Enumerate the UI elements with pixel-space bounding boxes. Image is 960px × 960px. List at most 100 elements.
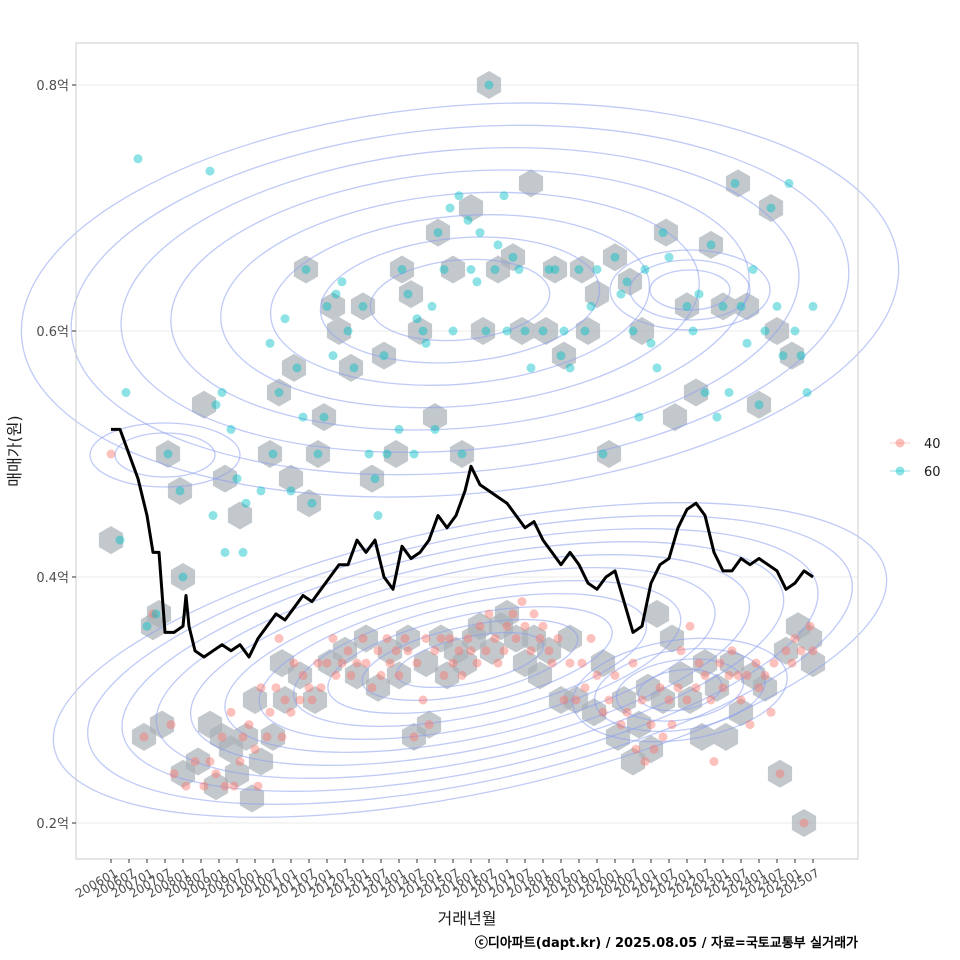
scatter-point	[565, 658, 575, 668]
scatter-point	[769, 658, 779, 668]
scatter-point	[481, 326, 491, 336]
density-contour	[155, 541, 785, 779]
scatter-point	[550, 265, 560, 274]
scatter-point	[286, 486, 296, 496]
density-contour	[258, 580, 682, 740]
hexbin	[257, 440, 283, 468]
hexbin	[467, 612, 493, 641]
scatter-point	[805, 621, 815, 631]
scatter-point	[751, 658, 761, 668]
scatter-point	[445, 634, 455, 643]
density-contour	[609, 249, 771, 331]
scatter-point	[280, 314, 290, 324]
scatter-point	[775, 769, 785, 779]
scatter-point	[427, 301, 437, 311]
scatter-point	[376, 670, 386, 680]
scatter-point	[232, 474, 242, 484]
hexbin	[350, 292, 376, 321]
hexbin	[617, 267, 643, 296]
scatter-point	[787, 658, 797, 668]
legend-key-60	[895, 466, 905, 476]
density-contour	[637, 668, 723, 712]
hexbin	[281, 353, 307, 382]
scatter-point	[490, 265, 500, 274]
scatter-point	[373, 511, 383, 520]
scatter-point	[502, 326, 512, 336]
y-axis-ticks: 0.2억 0.4억 0.6억 0.8억	[36, 79, 76, 832]
hexbin	[227, 501, 253, 530]
scatter-point	[361, 658, 371, 668]
scatter-point	[592, 670, 602, 680]
scatter-point	[466, 265, 476, 274]
scatter-point	[586, 634, 596, 643]
hexbin	[584, 280, 610, 309]
hexbin	[326, 317, 352, 345]
scatter-point	[778, 351, 788, 361]
hexbin	[773, 636, 799, 665]
scatter-point	[694, 658, 704, 668]
hexbin	[746, 390, 772, 419]
scatter-point	[499, 646, 509, 656]
scatter-point	[409, 732, 419, 742]
scatter-point	[529, 609, 539, 619]
hexbin	[365, 673, 391, 702]
density-contour	[121, 528, 819, 792]
density-contour	[52, 502, 888, 818]
scatter-point	[547, 658, 557, 668]
scatter-point	[766, 707, 776, 717]
scatter-point	[592, 265, 602, 274]
scatter-point	[244, 720, 254, 730]
hexbin	[569, 255, 595, 284]
scatter-point	[484, 80, 494, 90]
source-caption: ⓒ디아파트(dapt.kr) / 2025.08.05 / 자료=국토교통부 실…	[475, 935, 858, 951]
hexbin	[683, 378, 709, 407]
scatter-point	[166, 720, 176, 730]
scatter-point	[748, 265, 758, 274]
scatter-point	[520, 621, 530, 631]
density-contour	[594, 647, 766, 733]
scatter-point	[205, 757, 215, 766]
hexbin	[602, 243, 628, 272]
scatter-point	[526, 363, 536, 373]
scatter-point	[379, 351, 389, 361]
scatter-point	[553, 634, 563, 643]
scatter-point	[736, 301, 746, 311]
scatter-point	[148, 609, 158, 619]
scatter-point	[190, 757, 200, 766]
scatter-point	[649, 744, 659, 754]
scatter-point	[235, 757, 245, 766]
scatter-point	[586, 301, 596, 311]
scatter-point	[472, 277, 482, 287]
hexbin	[272, 686, 298, 714]
scatter-point	[637, 695, 647, 705]
scatter-point	[307, 695, 317, 705]
scatter-point	[139, 732, 149, 742]
scatter-point	[115, 535, 125, 545]
scatter-point	[412, 314, 422, 324]
scatter-point	[313, 658, 323, 668]
scatter-point	[640, 757, 650, 766]
hexbin	[320, 292, 346, 321]
hexbin	[359, 464, 385, 493]
scatter-points	[106, 80, 818, 828]
scatter-point	[709, 757, 719, 766]
y-axis-title: 매매가(원)	[5, 415, 24, 486]
scatter-point	[445, 203, 455, 213]
scatter-point	[169, 769, 179, 779]
scatter-point	[475, 621, 485, 631]
scatter-point	[331, 289, 341, 299]
plot-panel-border	[75, 42, 859, 860]
hexbin	[797, 624, 823, 653]
y-tick-label: 0.4억	[36, 571, 69, 586]
scatter-point	[472, 658, 482, 668]
hexbin	[500, 243, 526, 272]
scatter-point	[535, 634, 545, 643]
scatter-point	[394, 670, 404, 680]
hexbin	[398, 280, 424, 309]
hexbin	[224, 759, 250, 788]
scatter-point	[634, 412, 644, 422]
scatter-point	[730, 178, 740, 188]
scatter-point	[394, 424, 404, 434]
scatter-point	[475, 228, 485, 238]
scatter-point	[364, 449, 374, 459]
